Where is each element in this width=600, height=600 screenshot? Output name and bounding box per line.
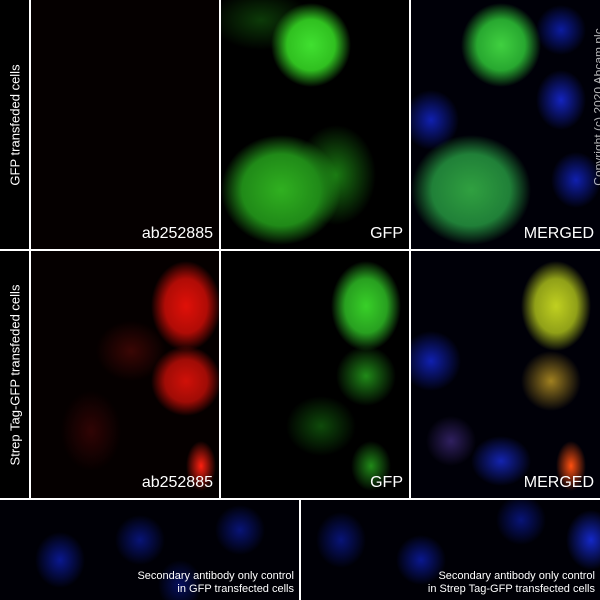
copyright-watermark: Copyright (c) 2020 Abcam plc xyxy=(591,28,600,186)
panel-r1-gfp: GFP xyxy=(221,0,409,249)
panel-label: ab252885 xyxy=(141,474,213,491)
control-caption: Secondary antibody only control in GFP tr… xyxy=(137,570,294,595)
panel-r2-gfp: GFP xyxy=(221,251,409,498)
panel-label: ab252885 xyxy=(141,225,213,242)
row-label-1: GFP transfeded cells xyxy=(0,0,29,249)
panel-r1-merged: Copyright (c) 2020 Abcam plc MERGED xyxy=(411,0,600,249)
panel-control-gfp: Secondary antibody only control in GFP tr… xyxy=(0,500,299,600)
row-label-2: Strep Tag-GFP transfeded cells xyxy=(0,251,29,498)
panel-control-strep: Secondary antibody only control in Strep … xyxy=(301,500,600,600)
panel-label: GFP xyxy=(370,474,403,491)
control-caption: Secondary antibody only control in Strep … xyxy=(427,570,595,595)
panel-r1-antibody: ab252885 xyxy=(31,0,219,249)
panel-label: MERGED xyxy=(523,474,594,491)
panel-label: GFP xyxy=(370,225,403,242)
panel-r2-antibody: ab252885 xyxy=(31,251,219,498)
panel-label: MERGED xyxy=(523,225,594,242)
panel-r2-merged: MERGED xyxy=(411,251,600,498)
